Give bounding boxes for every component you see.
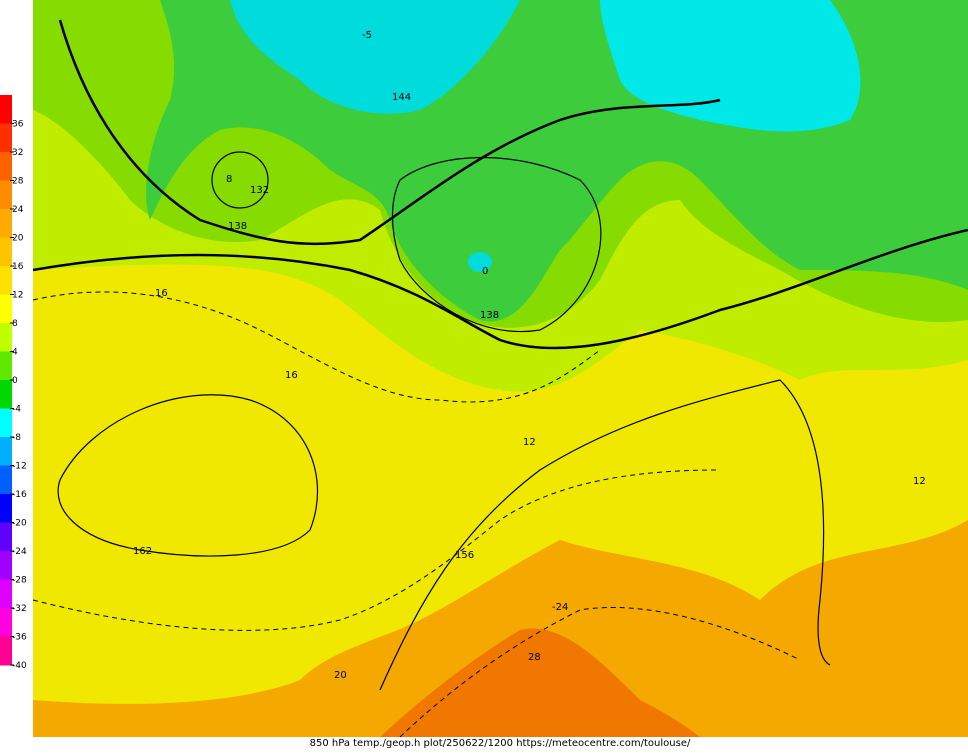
contour-label: 12 (913, 476, 926, 487)
colorbar-band (0, 209, 12, 238)
colorbar-band (0, 123, 12, 153)
colorbar-band (0, 380, 12, 409)
isotherm (399, 606, 801, 738)
colorbar-label: -28 (12, 576, 27, 586)
map-area: 16 16 12 138 144 132 162 0 -24 28 20 -5 … (32, 0, 968, 738)
colorbar-label: -8 (12, 433, 21, 443)
colorbar-label: -36 (12, 633, 27, 643)
colorbar-label: 28 (12, 177, 24, 187)
contour-label: 132 (250, 185, 269, 196)
contour-labels: 16 16 12 138 144 132 162 0 -24 28 20 -5 … (133, 30, 926, 681)
colorbar-band (0, 551, 12, 580)
colorbar-band (0, 294, 12, 324)
contour-label: 28 (528, 652, 541, 663)
colorbar-band (0, 237, 12, 267)
colorbar: 36 32 28 24 20 16 12 8 4 0 -4 -8 -12 -16 -20 -24 -28 -32 -… (0, 95, 27, 671)
contour-label: 0 (482, 266, 488, 277)
contour-label: -5 (362, 30, 372, 41)
colorbar-band (0, 408, 12, 438)
colorbar-label: -12 (12, 462, 27, 472)
contour-label: 12 (523, 437, 536, 448)
colorbar-band (0, 351, 12, 381)
colorbar-band (0, 180, 12, 210)
colorbar-label: -24 (12, 547, 27, 557)
contour-label: 144 (392, 92, 411, 103)
colorbar-label: 20 (12, 234, 24, 244)
colorbar-label: -16 (12, 490, 27, 500)
contour (57, 394, 318, 557)
isotherm (32, 469, 721, 631)
colorbar-band (0, 494, 12, 523)
darkorange-zone (380, 628, 700, 737)
contour-label: 138 (228, 221, 247, 232)
colorbar-label: -20 (12, 519, 27, 529)
contour-thick (58, 19, 721, 246)
colorbar-label: 16 (12, 262, 24, 272)
caption: 850 hPa temp./geop.h plot/250622/1200 ht… (310, 738, 691, 749)
colorbar-band (0, 636, 12, 666)
isotherms (32, 291, 801, 738)
contour-thick (32, 228, 968, 350)
colorbar-label: -32 (12, 604, 27, 614)
contour-label: 8 (226, 174, 232, 185)
contour (379, 379, 831, 691)
colorbar-label: -40 (12, 661, 27, 671)
colorbar-band (0, 465, 12, 495)
colorbar-label: 24 (12, 205, 24, 215)
cyan-spot (468, 252, 492, 272)
contour-label: 16 (285, 370, 298, 381)
colorbar-band (0, 323, 12, 352)
contour (391, 157, 602, 332)
contour-label: -24 (552, 602, 568, 613)
colorbar-label: 32 (12, 148, 23, 158)
colorbar-band (0, 152, 12, 181)
isotherm (32, 291, 601, 403)
colorbar-label: -4 (12, 405, 21, 415)
cyan-zone-west (230, 0, 520, 114)
colorbar-band (0, 579, 12, 609)
colorbar-label: 8 (12, 319, 18, 329)
colorbar-band (0, 437, 12, 466)
colorbar-band (0, 266, 12, 295)
contour-label: 138 (480, 310, 499, 321)
contour-label: 156 (455, 550, 474, 561)
contours (32, 19, 968, 691)
colorbar-label: 0 (12, 376, 18, 386)
contour-label: 20 (334, 670, 347, 681)
colorbar-band (0, 522, 12, 552)
colorbar-band (0, 95, 12, 124)
colorbar-label: 36 (12, 120, 24, 130)
contour-label: 16 (155, 288, 168, 299)
colorbar-label: 4 (12, 348, 18, 358)
contour (211, 151, 269, 209)
contour-label: 162 (133, 546, 152, 557)
colorbar-band (0, 608, 12, 637)
cyan-zone-east (600, 0, 861, 132)
colorbar-label: 12 (12, 291, 23, 301)
